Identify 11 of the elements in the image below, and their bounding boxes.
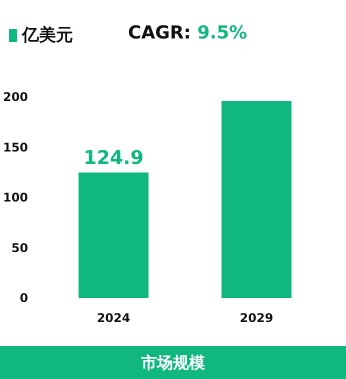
legend-label: 亿美元: [21, 26, 73, 46]
y-tick-label: 50: [11, 240, 28, 255]
y-tick-label: 200: [2, 90, 28, 104]
y-tick-label: 100: [2, 190, 28, 204]
x-tick-label: 2024: [96, 311, 130, 325]
y-tick-label: 0: [20, 291, 28, 305]
x-tick-label: 2029: [240, 311, 274, 325]
text: CAGR: 9.5%: [128, 22, 248, 44]
text: 市场规模: [140, 353, 205, 372]
y-tick-label: 150: [2, 140, 28, 154]
data-label: 124.9: [83, 146, 144, 169]
